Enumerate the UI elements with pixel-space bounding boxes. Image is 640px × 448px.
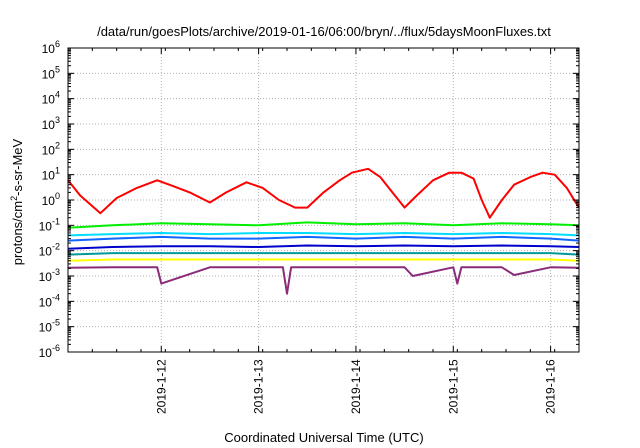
y-axis-label-suffix: -s-sr-MeV [10, 138, 25, 195]
x-axis-label: Coordinated Universal Time (UTC) [224, 430, 423, 445]
y-tick-base: 10 [39, 219, 53, 233]
y-tick-exponent: -3 [52, 267, 60, 277]
y-axis-label-prefix: protons/cm [10, 201, 25, 265]
y-tick-exponent: 2 [55, 140, 60, 150]
y-tick-base: 10 [42, 143, 56, 157]
y-tick-exponent: -5 [52, 318, 60, 328]
axis-ticks [67, 47, 580, 353]
y-tick-base: 10 [39, 245, 53, 259]
y-axis-label-sup: 2 [9, 196, 19, 201]
x-tick-labels: 2019-1-12 2019-1-13 2019-1-14 2019-1-15 2019… [154, 359, 557, 414]
y-tick-labels: 10-610-510-410-310-210-11001011021031041… [39, 39, 60, 360]
y-tick-base: 10 [39, 295, 53, 309]
y-tick-label: 104 [42, 90, 60, 107]
y-tick-base: 10 [42, 194, 56, 208]
y-tick-exponent: 6 [55, 39, 60, 49]
y-tick-label: 10-6 [39, 343, 60, 360]
y-tick-label: 100 [42, 191, 60, 208]
y-tick-label: 10-3 [39, 267, 60, 284]
series-line-4 [67, 235, 580, 242]
series-layer [67, 167, 580, 295]
y-axis-label: protons/cm2-s-sr-MeV [9, 138, 25, 265]
x-tick-label: 2019-1-12 [154, 359, 168, 414]
series-line-7 [67, 258, 580, 262]
y-tick-base: 10 [42, 93, 56, 107]
series-line-3 [67, 232, 580, 237]
y-tick-exponent: 1 [55, 166, 60, 176]
series-line-5 [67, 244, 580, 250]
y-tick-base: 10 [42, 67, 56, 81]
series-line-2 [67, 221, 580, 229]
y-tick-label: 10-2 [39, 242, 60, 259]
y-tick-label: 103 [42, 115, 60, 132]
y-tick-exponent: -4 [52, 292, 60, 302]
y-tick-base: 10 [42, 42, 56, 56]
y-tick-label: 10-1 [39, 216, 60, 233]
y-tick-label: 102 [42, 140, 60, 157]
series-line-1 [67, 167, 580, 219]
series-line-8 [67, 266, 580, 295]
y-tick-label: 10-4 [39, 292, 60, 309]
y-tick-exponent: -6 [52, 343, 60, 353]
y-tick-exponent: -1 [52, 216, 60, 226]
y-tick-label: 10-5 [39, 318, 60, 335]
grid [68, 48, 579, 352]
y-tick-exponent: 4 [55, 90, 60, 100]
y-tick-base: 10 [39, 346, 53, 360]
y-tick-exponent: 5 [55, 64, 60, 74]
y-tick-base: 10 [42, 118, 56, 132]
x-tick-label: 2019-1-16 [544, 359, 558, 414]
y-tick-label: 101 [42, 166, 60, 183]
y-tick-label: 106 [42, 39, 60, 56]
y-tick-exponent: 0 [55, 191, 60, 201]
x-tick-label: 2019-1-13 [252, 359, 266, 414]
y-tick-exponent: -2 [52, 242, 60, 252]
y-tick-base: 10 [39, 270, 53, 284]
y-tick-label: 105 [42, 64, 60, 81]
chart-title: /data/run/goesPlots/archive/2019-01-16/0… [97, 24, 551, 39]
y-tick-exponent: 3 [55, 115, 60, 125]
series-line-6 [67, 252, 580, 256]
y-tick-base: 10 [39, 321, 53, 335]
x-tick-label: 2019-1-14 [349, 359, 363, 414]
y-tick-base: 10 [42, 169, 56, 183]
x-tick-label: 2019-1-15 [446, 359, 460, 414]
